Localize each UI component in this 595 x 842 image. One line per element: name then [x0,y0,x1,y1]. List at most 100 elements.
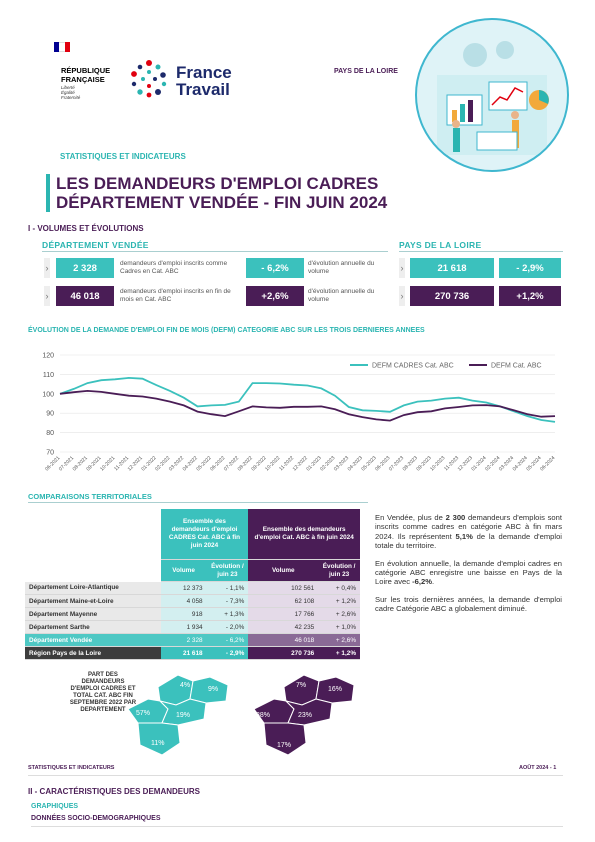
analysis-paragraph-1: En Vendée, plus de 2 300 demandeurs d'em… [375,513,562,551]
cadres-volume: 21 618 [160,646,207,660]
y-tick-label: 100 [42,391,54,398]
dept-cadres-evol: - 6,2% [246,258,304,278]
cadres-evolution: - 2,9% [206,646,249,660]
cadres-evolution: - 6,2% [206,633,249,647]
chart-title: ÉVOLUTION DE LA DEMANDE D'EMPLOI FIN DE … [28,327,425,334]
section-label: STATISTIQUES ET INDICATEURS [60,152,186,161]
col-volume: Volume [160,559,207,582]
socio-data-label: DONNÉES SOCIO-DEMOGRAPHIQUES [31,815,161,822]
abc-volume: 270 736 [248,646,319,660]
page-title: LES DEMANDEURS D'EMPLOI CADRES [56,174,379,193]
page-subtitle: DÉPARTEMENT VENDÉE - FIN JUIN 2024 [56,193,388,212]
republic-motto: Liberté Égalité Fraternité [61,85,81,100]
row-label: Région Pays de la Loire [25,646,161,660]
y-tick-label: 70 [46,450,54,457]
row-label: Département Mayenne [25,607,161,621]
region-cadres-evol: - 2,9% [499,258,561,278]
footer-date-page: AOÛT 2024 - 1 [519,765,557,771]
abc-evolution: + 2,6% [318,607,360,621]
row-label: Département Maine-et-Loire [25,594,161,608]
cadres-volume: 1 934 [160,620,207,634]
map-value: 7% [296,682,306,689]
map-value: 17% [277,742,291,749]
dept-abc-desc: demandeurs d'emploi inscrits en fin de m… [120,288,231,303]
cadres-evolution: + 1,3% [206,607,249,621]
col-volume: Volume [248,559,319,582]
arrow-icon: › [399,286,405,306]
marianne-logo [54,42,70,52]
abc-evolution: + 1,0% [318,620,360,634]
abc-evolution: + 1,2% [318,646,360,660]
section-heading-volumes: I - VOLUMES ET ÉVOLUTIONS [28,224,144,233]
map-value: 4% [180,682,190,689]
table-row: Département Loire-Atlantique 12 373- 1,1%… [25,581,360,595]
cadres-evolution: - 1,1% [206,581,249,595]
divider [31,826,563,827]
y-tick-label: 110 [43,372,54,379]
analysis-text: En Vendée, plus de 2 300 demandeurs d'em… [375,513,562,622]
legend-entry: DEFM Cat. ABC [491,363,542,370]
line-chart: 12011010090807006-202107-202108-202109-2… [42,353,556,473]
series-line-0 [59,376,556,423]
y-tick-label: 90 [46,411,54,418]
abc-volume: 46 018 [248,633,319,647]
dept-cadres-desc: demandeurs d'emploi inscrits comme Cadre… [120,260,228,275]
table-row: Région Pays de la Loire 21 618- 2,9% 270 7… [25,646,360,660]
cadres-volume: 4 058 [160,594,207,608]
header-illustration [415,18,569,172]
cadres-evolution: - 7,3% [206,594,249,608]
region-heading: PAYS DE LA LOIRE [399,240,482,250]
x-tick-label: 06-2024 [539,455,556,472]
dept-cadres-value: 2 328 [56,258,114,278]
map-caption: PART DES DEMANDEURS D'EMPLOI CADRES ET T… [69,672,137,713]
analysis-paragraph-2: En évolution annuelle, la demande d'empl… [375,558,562,587]
abc-volume: 17 766 [248,607,319,621]
map-teal-cadres: 4% 9% 57% 19% 11% [127,674,229,756]
title-accent-bar [46,174,50,212]
y-tick-label: 120 [42,353,54,360]
analysis-paragraph-3: Sur les trois dernières années, la deman… [375,594,562,614]
map-value: 11% [151,740,165,747]
map-value: 19% [176,712,190,719]
map-purple-total: 7% 16% 38% 23% 17% [253,674,355,756]
map-value: 9% [208,686,218,693]
series-line-1 [59,389,556,422]
footer-label: STATISTIQUES ET INDICATEURS [28,765,115,771]
republic-label: RÉPUBLIQUE FRANÇAISE [61,66,111,84]
map-value: 23% [298,712,312,719]
row-label: Département Sarthe [25,620,161,634]
y-tick-label: 80 [46,430,54,437]
cadres-volume: 918 [160,607,207,621]
abc-evolution: + 2,6% [318,633,360,647]
comparison-table: Ensemble des demandeurs d'emploi CADRES … [25,509,360,660]
comparison-title: COMPARAISONS TERRITORIALES [28,492,152,501]
divider [42,251,388,252]
abc-volume: 42 235 [248,620,319,634]
region-abc-value: 270 736 [410,286,494,306]
abc-volume: 102 561 [248,581,319,595]
region-cadres-value: 21 618 [410,258,494,278]
abc-volume: 62 108 [248,594,319,608]
cadres-volume: 2 328 [160,633,207,647]
dept-cadres-evol-desc: d'évolution annuelle du volume [308,260,375,275]
map-value: 38% [256,712,270,719]
arrow-icon: › [44,286,50,306]
legend-entry: DEFM CADRES Cat. ABC [372,363,454,370]
france-travail-logo-icon [131,60,167,98]
arrow-icon: › [399,258,405,278]
section-heading-characteristics: II - CARACTÉRISTIQUES DES DEMANDEURS [28,787,201,796]
table-row: Département Mayenne 918 + 1,3% 17 766 + 2,6% [25,607,360,621]
map-value: 16% [328,686,342,693]
region-abc-evol: +1,2% [499,286,561,306]
region-label: PAYS DE LA LOIRE [334,68,398,75]
divider [28,775,563,776]
col-evol: Évolution / juin 23 [318,559,360,582]
divider [399,251,563,252]
abc-evolution: + 1,2% [318,594,360,608]
arrow-icon: › [44,258,50,278]
dept-abc-evol: +2,6% [246,286,304,306]
table-row: Département Vendée 2 328- 6,2% 46 018 + 2,6… [25,633,360,647]
dept-abc-value: 46 018 [56,286,114,306]
brand-name: France Travail [176,63,232,99]
divider [28,502,368,503]
